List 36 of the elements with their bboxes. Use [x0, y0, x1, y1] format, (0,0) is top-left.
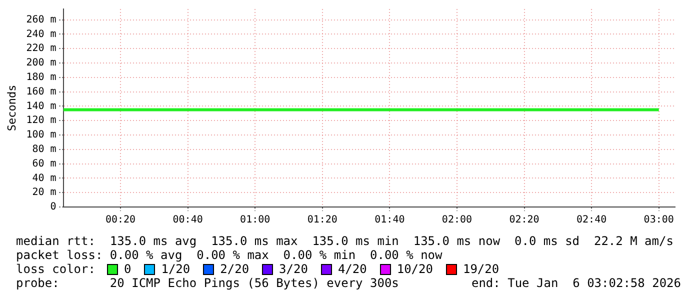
y-tick-label: 240 m [26, 28, 56, 40]
text: median rtt: 135.0 ms avg 135.0 ms max 135.0 ms min 135.0 ms now 0.0 ms sd 22.2 M am/s [16, 234, 674, 248]
legend-label: 1/20 [161, 262, 190, 276]
text: end: Tue Jan 6 03:02:58 2026 [471, 276, 681, 290]
legend-label: 19/20 [462, 262, 500, 276]
y-tick-label: 160 m [26, 86, 56, 98]
text: packet loss: 0.00 % avg 0.00 % max 0.00 % min 0.00 % now [16, 248, 444, 262]
x-tick-label: 01:00 [240, 214, 270, 226]
legend-label: 4/20 [338, 262, 367, 276]
legend-label: 2/20 [220, 262, 250, 276]
x-tick-label: 02:00 [442, 214, 472, 226]
legend-label: 3/20 [279, 262, 308, 276]
y-tick-label: 200 m [26, 58, 56, 69]
x-tick-label: 02:20 [509, 214, 540, 226]
y-tick-label: 260 m [26, 14, 56, 26]
y-axis-title: Seconds [5, 84, 18, 132]
legend-label: 10/20 [396, 262, 433, 276]
y-tick-label: 40 m [32, 172, 56, 184]
x-tick-label: 03:00 [644, 214, 674, 226]
legend-title: loss color: [16, 262, 96, 276]
x-tick-label: 00:40 [172, 214, 203, 226]
y-tick-label: 120 m [26, 115, 56, 126]
y-tick-label: 60 m [32, 158, 56, 170]
text: probe: 20 ICMP Echo Pings (56 Bytes) every 300s [16, 276, 399, 290]
y-tick-label: 20 m [32, 187, 56, 198]
x-tick-label: 01:20 [307, 214, 338, 226]
y-tick-label: 180 m [26, 72, 56, 83]
y-tick-label: 0 [50, 202, 56, 213]
x-tick-label: 02:40 [576, 214, 607, 226]
y-tick-label: 80 m [32, 144, 56, 155]
y-tick-label: 100 m [26, 130, 56, 141]
x-tick-label: 01:40 [374, 214, 405, 226]
y-tick-label: 140 m [26, 100, 56, 112]
legend-label: 0 [124, 262, 132, 276]
y-tick-label: 220 m [26, 43, 56, 54]
x-tick-label: 00:20 [105, 214, 136, 226]
